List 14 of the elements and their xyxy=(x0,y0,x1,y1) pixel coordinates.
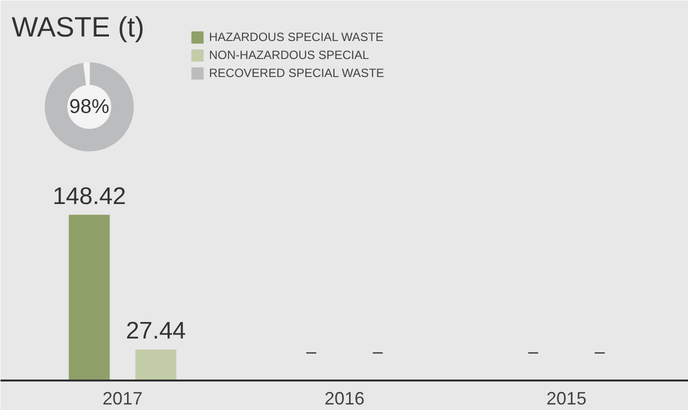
data-label: 148.42 xyxy=(52,182,126,210)
data-label: 98% xyxy=(69,96,110,118)
x-tick-label: 2015 xyxy=(546,388,586,408)
data-label: 27.44 xyxy=(126,318,186,345)
text: – xyxy=(594,342,605,362)
x-tick-label: 2017 xyxy=(102,388,143,408)
x-tick-label: 2016 xyxy=(324,388,365,408)
text: – xyxy=(528,342,538,362)
text: – xyxy=(372,342,383,362)
legend-label: RECOVERED SPECIAL WASTE xyxy=(209,66,384,80)
chart-title: WASTE (t) xyxy=(12,12,144,43)
legend-label: HAZARDOUS SPECIAL WASTE xyxy=(209,30,384,44)
text: – xyxy=(306,342,316,362)
legend-label: NON-HAZARDOUS SPECIAL xyxy=(209,48,370,62)
